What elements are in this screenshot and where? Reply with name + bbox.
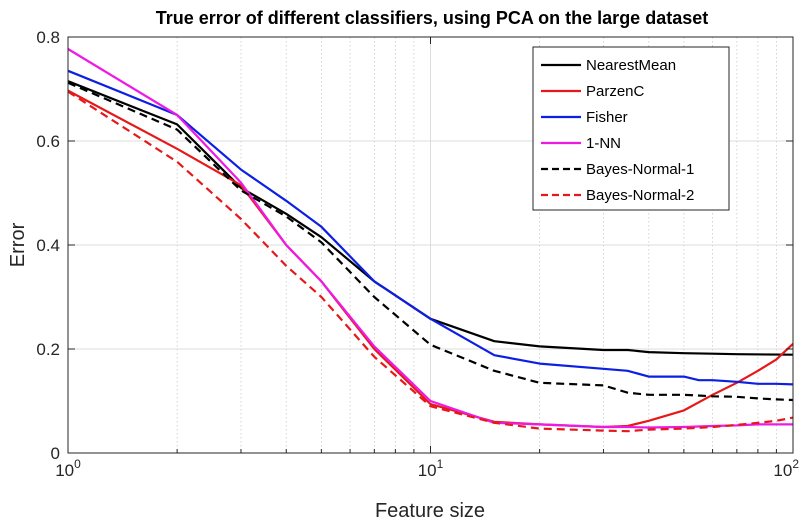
y-tick-label: 0.8 <box>36 28 60 47</box>
chart-title: True error of different classifiers, usi… <box>156 8 708 28</box>
legend-label: Fisher <box>586 109 628 126</box>
series-line-fisher <box>67 69 794 386</box>
x-tick-label: 100 <box>55 457 81 480</box>
x-tick-label: 101 <box>418 457 444 480</box>
y-axis-label: Error <box>7 222 29 267</box>
legend-label: NearestMean <box>586 57 676 74</box>
legend-label: 1-NN <box>586 135 621 152</box>
ticks: 0 0.2 0.4 0.6 0.8 100 101 102 <box>36 28 799 480</box>
y-tick-label: 0 <box>51 444 60 463</box>
legend-box <box>532 46 730 211</box>
series-line-nearestmean <box>67 80 794 356</box>
x-tick-label: 102 <box>773 457 799 480</box>
y-tick-label: 0.6 <box>36 132 60 151</box>
legend-label: ParzenC <box>586 83 645 100</box>
legend-label: Bayes-Normal-2 <box>586 187 694 204</box>
series-line-bayes-normal-1 <box>67 81 794 402</box>
series-layer <box>67 48 794 433</box>
legend-label: Bayes-Normal-1 <box>586 161 694 178</box>
x-axis-label: Feature size <box>375 500 485 522</box>
y-tick-label: 0.2 <box>36 340 60 359</box>
legend: NearestMean ParzenC Fisher 1-NN Bayes-Normal… <box>532 46 730 211</box>
series-line-1-nn <box>67 48 793 429</box>
y-tick-label: 0.4 <box>36 236 60 255</box>
series-line-bayes-normal-2 <box>67 90 794 433</box>
